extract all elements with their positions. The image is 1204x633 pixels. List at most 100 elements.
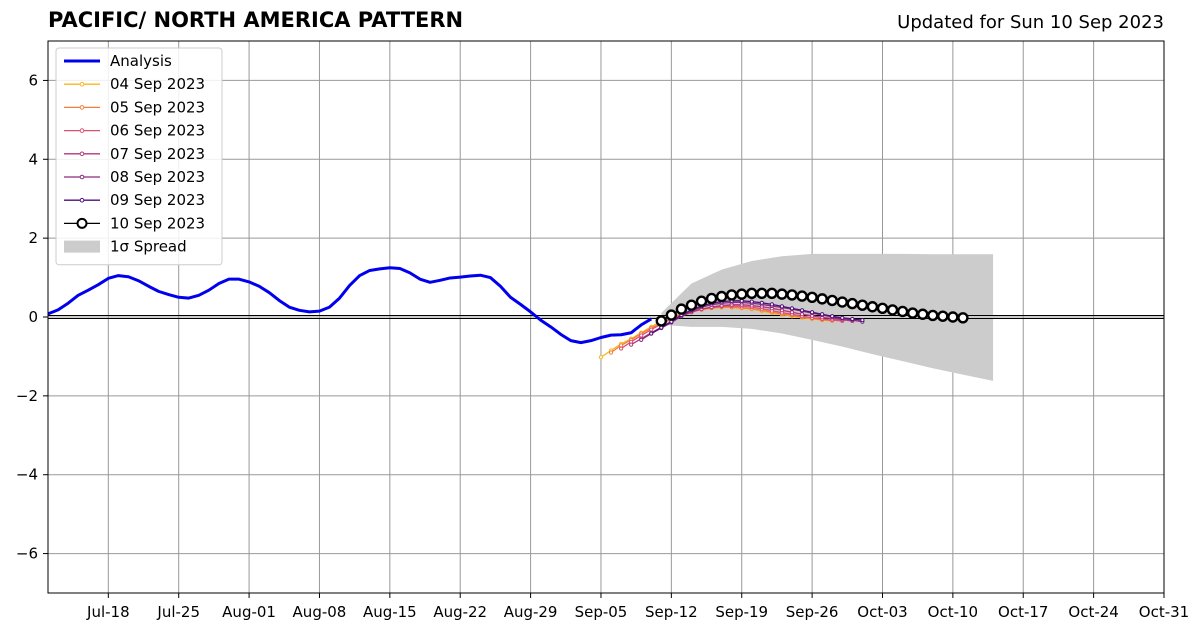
x-tick-label: Sep-05 [575,603,628,621]
data-point [830,314,835,319]
x-tick-label: Oct-10 [928,603,978,621]
x-tick-label: Aug-01 [222,603,276,621]
data-point [736,288,748,300]
data-point [789,306,795,311]
data-point [649,331,654,336]
data-point [927,309,939,322]
legend-marker [79,105,85,110]
data-point [917,308,929,320]
legend-label: 07 Sep 2023 [110,145,205,163]
data-point [860,318,865,323]
y-tick-label: −4 [16,466,38,484]
x-tick-label: Aug-29 [504,603,558,621]
x-tick-label: Oct-03 [857,603,907,621]
analysis-polyline [47,266,653,345]
legend-item: 05 Sep 2023 [64,98,205,116]
data-point [695,295,708,307]
legend-label: 06 Sep 2023 [110,122,205,140]
legend-label: 08 Sep 2023 [110,168,205,186]
analysis-line [47,266,653,345]
data-point [608,350,614,355]
data-point [850,316,855,322]
x-tick-label: Sep-19 [715,603,768,621]
data-point [799,308,805,313]
data-point [856,299,869,311]
data-point [937,310,949,322]
legend-item: 08 Sep 2023 [64,168,205,186]
chart-title: PACIFIC/ NORTH AMERICA PATTERN [48,8,464,32]
x-tick-label: Jul-25 [156,603,200,621]
legend-item: Analysis [64,52,172,70]
data-point [779,304,785,309]
data-point [876,302,889,315]
x-tick-label: Jul-18 [86,603,130,621]
data-point [836,296,848,308]
x-axis-ticks: Jul-18 Jul-25 Aug-01 Aug-08 Aug-15 Aug-22 Aug-… [86,593,1189,621]
legend-item: 07 Sep 2023 [64,145,205,163]
data-point [685,299,698,311]
data-point [840,315,845,320]
zero-line [48,315,1164,319]
x-tick-label: Oct-24 [1068,603,1118,621]
legend-box [55,47,223,266]
data-point [957,312,969,324]
y-tick-label: 0 [28,308,38,326]
x-tick-label: Oct-31 [1139,603,1189,621]
legend-item: 1σ Spread [64,238,187,256]
legend-item: 10 Sep 2023 [64,214,205,232]
data-point [705,292,718,305]
legend-marker [79,128,85,133]
data-point [886,304,899,316]
legend-label: Analysis [110,52,172,70]
data-point [816,293,828,305]
legend-marker [79,174,85,180]
data-point [715,290,728,303]
data-point [639,337,644,342]
x-tick-label: Sep-12 [645,603,698,621]
data-point [806,291,818,303]
data-point [759,300,764,305]
data-point [749,299,754,304]
x-tick-label: Oct-17 [998,603,1048,621]
x-tick-label: Sep-26 [786,603,839,621]
series [598,287,969,360]
legend-marker [79,81,85,87]
data-point [769,302,774,307]
data-point [665,309,678,321]
y-tick-label: −2 [16,387,38,405]
data-point [725,289,738,301]
data-point [598,355,604,360]
legend-label: 05 Sep 2023 [110,98,205,116]
data-point [826,294,838,307]
y-tick-label: −6 [16,545,38,563]
legend-marker [79,151,85,157]
series-line [650,300,863,335]
data-point [746,287,758,300]
data-point [947,311,959,323]
y-tick-label: 6 [28,71,38,89]
data-point [629,342,634,347]
data-point [820,312,825,317]
forecast-series [655,287,969,327]
legend-label: 10 Sep 2023 [110,214,205,232]
x-tick-label: Aug-08 [293,603,347,621]
data-point [796,290,808,302]
data-point [766,287,778,300]
data-point [655,315,667,327]
data-point [618,346,624,351]
data-point [675,303,688,315]
data-point [866,301,879,313]
data-point [776,288,788,300]
data-point [896,305,909,318]
legend-item: 04 Sep 2023 [64,75,205,93]
data-point [786,289,798,301]
legend-label: 09 Sep 2023 [110,191,205,209]
legend-item: 06 Sep 2023 [64,122,205,140]
y-tick-label: 2 [28,229,38,247]
legend-item: 09 Sep 2023 [64,191,205,209]
legend-swatch [64,240,100,253]
data-point [810,310,815,315]
legend-label: 04 Sep 2023 [110,75,205,93]
y-tick-label: 4 [28,150,38,168]
